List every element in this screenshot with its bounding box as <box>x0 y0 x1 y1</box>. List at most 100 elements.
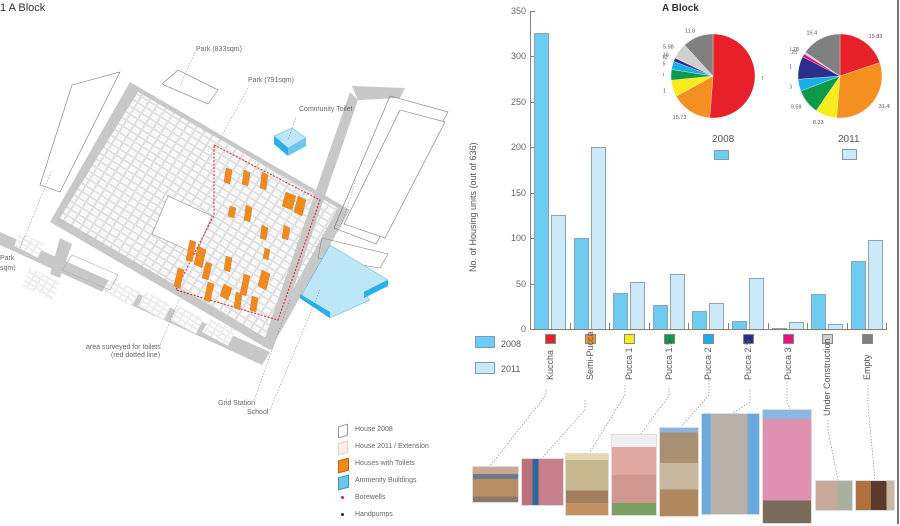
pie-slice-semi-pucca <box>836 62 883 119</box>
bar-2008-empty <box>850 260 866 329</box>
legend-label: House 2008 <box>355 426 393 433</box>
pie-value-label: 4.09 <box>663 73 664 79</box>
photo-pucca-2 <box>659 427 699 517</box>
pie-value-label: 0.16 <box>663 53 669 59</box>
photo-kuccha <box>472 466 519 503</box>
y-tick-label: 300 <box>510 51 526 62</box>
photo-pucca-2-5 <box>701 413 760 515</box>
site-map: 1 A Block <box>0 2 449 518</box>
photo-pucca-1 <box>565 453 609 516</box>
y-tick-mark <box>530 283 535 285</box>
photo-pucca-1-5 <box>611 434 657 516</box>
pie-value-label: 31.45 <box>879 104 890 110</box>
pie-value-label: 9.59 <box>791 104 802 110</box>
map-title: 1 A Block <box>0 2 46 14</box>
pie-value-label: 19.83 <box>869 34 883 40</box>
survey-area-sub-label: (red dotted line) <box>111 352 161 359</box>
community-toilet-label: Community Toilet <box>299 106 353 113</box>
pie-value-label: 5.98 <box>663 45 674 51</box>
bar-2008-under-construction <box>811 294 827 329</box>
x-tick-mark <box>846 323 848 329</box>
y-tick-mark <box>530 238 535 240</box>
x-tick-mark <box>609 323 611 329</box>
legend-label: House 2011 / Extension <box>355 443 429 450</box>
photo-empty <box>855 480 895 511</box>
bar-2011-kuccha <box>551 214 566 329</box>
pie-value-label: 8.81 <box>790 64 792 70</box>
pie-value-label: 1.25 <box>790 50 797 56</box>
pie-value-label: 6.41 <box>663 89 666 95</box>
housing-chart: No. of Housing units (out of 636) 0 50 100… <box>468 0 900 524</box>
pie-slice-kuccha <box>709 33 756 119</box>
pie-2011-label: 2011 <box>838 134 860 145</box>
bar-2008-pucca-1-5 <box>652 305 668 329</box>
category-color-swatch <box>584 334 596 344</box>
y-tick-mark <box>530 11 535 12</box>
bar-2008-pucca-1 <box>613 292 629 329</box>
category-color-swatch <box>703 334 715 344</box>
y-tick-label: 0 <box>520 324 526 334</box>
pie-value-label: 15.4 <box>806 31 817 37</box>
bar-2008-pucca-3 <box>771 328 787 330</box>
park-833-label: Park (833sqm) <box>196 46 242 53</box>
x-tick-mark <box>648 323 650 329</box>
pie-slice-kuccha <box>839 33 880 77</box>
legend-label-2011: 2011 <box>501 364 521 374</box>
category-color-swatch <box>663 334 675 344</box>
x-tick-mark <box>728 323 729 329</box>
pie-value-label: 8.33 <box>813 120 824 126</box>
axonometric-site-plan <box>0 51 449 411</box>
pie-slice-empty <box>805 33 841 77</box>
bar-2011-under-construction <box>828 324 844 329</box>
legend-label: Handpumps <box>355 511 393 518</box>
pie-2008-label: 2008 <box>712 134 735 145</box>
category-color-swatch <box>822 334 834 344</box>
park-left-sub-label: sqm) <box>0 265 16 272</box>
photo-under-construction <box>815 480 853 511</box>
legend-swatch-2011 <box>475 362 495 374</box>
bar-2008-pucca-2-5 <box>732 320 747 329</box>
x-axis-line <box>530 329 887 330</box>
pie-2008-swatch <box>714 150 729 160</box>
red-dot-icon <box>341 496 344 499</box>
pie-chart-2011: 19.83 31.45 8.33 9.59 4.56 8.81 1.250.78 15.4 <box>790 31 890 127</box>
school-label: School <box>247 409 269 416</box>
y-axis-line <box>530 11 531 329</box>
y-tick-label: 350 <box>510 6 526 16</box>
pie-value-label: 11.8 <box>685 28 695 34</box>
y-tick-mark <box>530 56 535 58</box>
pie-value-label: 51.26 <box>762 76 763 82</box>
category-color-swatch <box>624 334 636 344</box>
survey-area-label: area surveyed for toilets <box>86 344 161 351</box>
legend-label: Houses with Toilets <box>355 460 415 467</box>
pie-value-label: 15.73 <box>673 115 687 121</box>
pie-value-label: 1.42 <box>663 55 668 61</box>
x-tick-mark <box>688 323 690 329</box>
legend-swatch-2008 <box>475 336 495 348</box>
photo-semi-pucca <box>521 458 564 506</box>
bar-2008-kuccha <box>534 32 549 329</box>
pie-slice-empty <box>684 33 714 77</box>
y-tick-mark <box>530 101 535 103</box>
bar-2011-pucca-2-5 <box>749 278 764 329</box>
bar-2008-pucca-2 <box>692 310 708 329</box>
y-tick-mark <box>530 147 535 149</box>
park-left-label: Park <box>0 255 15 262</box>
bar-2011-pucca-1 <box>630 281 646 329</box>
bar-2011-pucca-2 <box>709 302 725 329</box>
pie-value-label: 3.15 <box>663 62 666 68</box>
pie-chart-2008: 51.26 15.73 6.41 4.09 3.151.420.16 5.98 11.8 <box>663 28 763 121</box>
pie-value-label: 4.56 <box>790 85 792 91</box>
page-edge-border <box>897 0 899 524</box>
y-tick-label: 50 <box>515 278 526 289</box>
category-color-swatch <box>861 334 873 344</box>
grid-station-label: Grid Station <box>218 400 255 407</box>
bar-2011-pucca-3 <box>788 321 804 329</box>
pie-2011-swatch <box>842 149 857 160</box>
legend-label-2008: 2008 <box>501 339 522 349</box>
x-tick-mark <box>569 323 571 329</box>
x-tick-mark <box>807 323 809 329</box>
legend-label: Ammenity Buildings <box>355 477 417 484</box>
y-tick-label: 200 <box>510 142 526 153</box>
category-color-swatch <box>743 334 754 344</box>
